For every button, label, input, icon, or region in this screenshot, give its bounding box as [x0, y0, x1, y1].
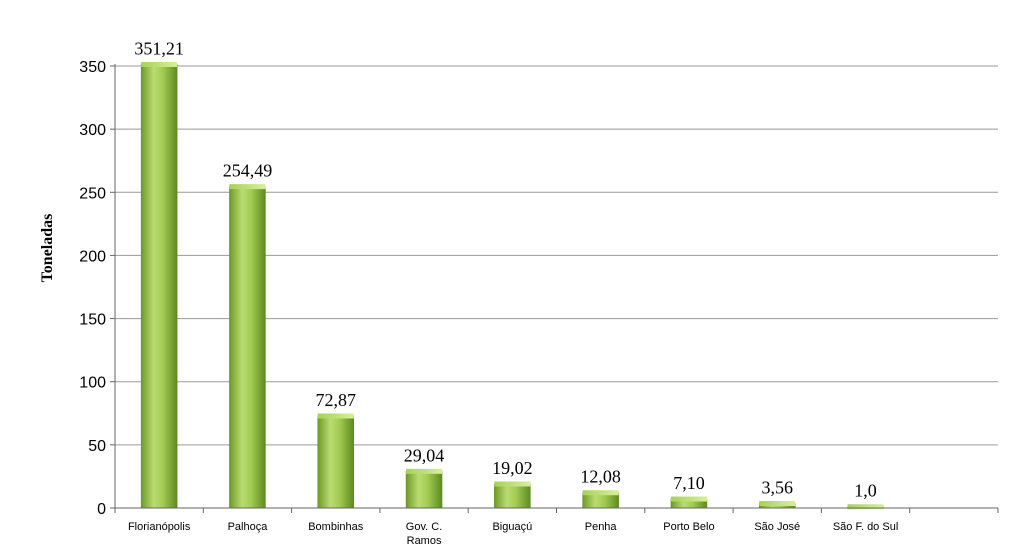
y-tick-label: 150: [79, 312, 106, 329]
x-tick-label: Penha: [585, 521, 618, 533]
y-axis: 0 50 100 150 200 250 300 350: [79, 59, 116, 518]
bar-cap: [670, 496, 707, 502]
y-tick-label: 250: [79, 185, 106, 202]
data-label: 3,56: [762, 478, 794, 498]
bar: [317, 415, 354, 509]
x-axis: Florianópolis Palhoça Bombinhas Gov. C. Ramo…: [114, 507, 999, 546]
bar-cap: [847, 504, 884, 510]
x-tick-label: São F. do Sul: [833, 521, 898, 533]
data-label: 72,87: [316, 390, 357, 410]
bar-group: 254,49: [223, 161, 273, 509]
x-tick-label: Porto Belo: [663, 521, 714, 533]
y-tick-label: 50: [88, 438, 106, 455]
data-label: 7,10: [673, 473, 705, 493]
bar-group: 72,87: [316, 390, 357, 509]
bar-cap: [406, 468, 443, 474]
bar: [494, 483, 531, 509]
bar-cap: [317, 413, 354, 419]
x-tick-label: Palhoça: [228, 521, 269, 533]
x-tick-label: Bombinhas: [308, 521, 364, 533]
bar-group: 29,04: [404, 445, 445, 509]
y-tick-label: 100: [79, 375, 106, 392]
data-label: 254,49: [223, 161, 273, 181]
x-tick-label: Gov. C. Ramos: [406, 521, 442, 546]
data-label: 1,0: [854, 481, 877, 501]
bar-group: 351,21: [134, 38, 184, 509]
bar-cap: [759, 501, 796, 507]
y-tick-label: 350: [79, 59, 106, 76]
bar-cap: [229, 184, 266, 190]
y-axis-label: Toneladas: [39, 214, 56, 283]
bar-cap: [141, 61, 178, 67]
bar-group: 1,0: [847, 481, 884, 510]
data-label: 351,21: [134, 38, 184, 58]
data-label: 12,08: [580, 467, 621, 487]
bar: [140, 64, 178, 509]
bar: [405, 471, 443, 509]
data-label: 29,04: [404, 445, 445, 465]
bar-group: 19,02: [492, 458, 533, 509]
bar-cap: [494, 481, 531, 487]
x-tick-label: São José: [754, 521, 800, 533]
y-tick-label: 0: [97, 501, 106, 518]
bar-group: 3,56: [759, 478, 796, 509]
bars: 351,21 254,49 72,87 29,04 19,02 12,08 7,10 3,56…: [134, 38, 884, 510]
y-tick-label: 200: [79, 248, 106, 265]
data-label: 19,02: [492, 458, 533, 478]
x-tick-label: Florianópolis: [128, 521, 191, 533]
bar-cap: [582, 490, 619, 496]
y-tick-label: 300: [79, 122, 106, 139]
bar-group: 7,10: [670, 473, 708, 509]
bar: [229, 186, 266, 509]
x-tick-label: Biguaçú: [492, 521, 532, 533]
bar-group: 12,08: [580, 467, 621, 509]
